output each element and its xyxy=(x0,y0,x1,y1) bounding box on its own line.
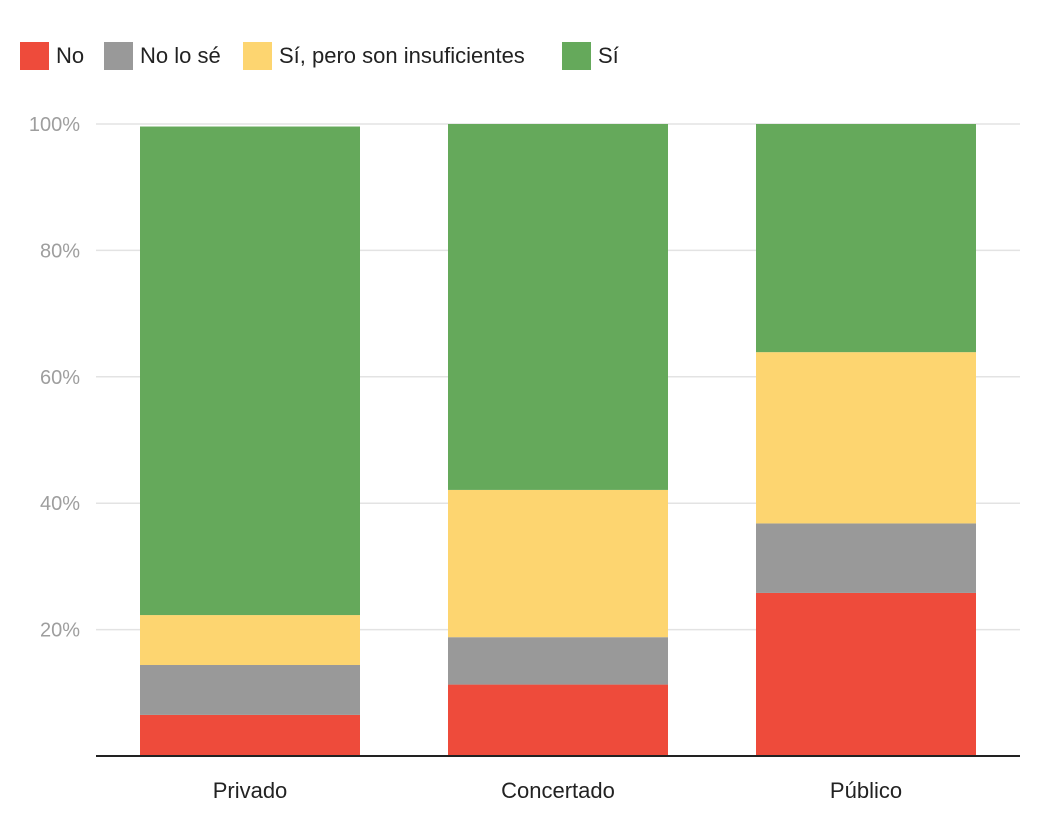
bar-segment-si xyxy=(448,124,668,490)
bar-segment-si xyxy=(140,126,360,616)
legend-item-no-lo-se: No lo sé xyxy=(104,42,221,70)
y-tick-label: 60% xyxy=(40,367,80,389)
legend-item-si-pero-son-insuficientes: Sí, pero son insuficientes xyxy=(243,42,525,70)
bar-stack-concertado xyxy=(448,124,668,756)
legend-swatch xyxy=(562,42,591,70)
x-tick-label-privado: Privado xyxy=(213,778,288,803)
bar-segment-si-pero-son-insuficientes xyxy=(756,352,976,524)
y-tick-label: 80% xyxy=(40,240,80,262)
bar-segment-no-lo-se xyxy=(140,664,360,715)
bar-stack-privado xyxy=(140,126,360,756)
y-tick-label: 20% xyxy=(40,620,80,642)
legend-swatch xyxy=(20,42,49,70)
bar-segment-si-pero-son-insuficientes xyxy=(140,615,360,665)
legend: No No lo sé Sí, pero son insuficientes Sí xyxy=(20,42,619,70)
bar-segment-no xyxy=(756,592,976,756)
y-tick-label: 40% xyxy=(40,493,80,515)
bar-segment-no-lo-se xyxy=(448,637,668,685)
legend-label: No lo sé xyxy=(140,43,221,68)
x-tick-label-concertado: Concertado xyxy=(501,778,615,803)
legend-swatch xyxy=(104,42,133,70)
bar-stack-publico xyxy=(756,124,976,756)
x-axis: Privado Concertado Público xyxy=(96,755,1020,803)
bars xyxy=(140,124,976,756)
bar-segment-si-pero-son-insuficientes xyxy=(448,489,668,638)
legend-item-si: Sí xyxy=(562,42,619,70)
legend-label: Sí xyxy=(598,43,619,68)
bar-segment-no xyxy=(140,714,360,756)
y-tick-label: 100% xyxy=(29,114,80,136)
x-tick-label-publico: Público xyxy=(830,778,902,803)
legend-item-no: No xyxy=(20,42,84,70)
y-axis-ticks: 20% 40% 60% 80% 100% xyxy=(29,114,80,642)
bar-segment-si xyxy=(756,124,976,353)
legend-swatch xyxy=(243,42,272,70)
legend-label: No xyxy=(56,43,84,68)
bar-segment-no-lo-se xyxy=(756,523,976,593)
legend-label: Sí, pero son insuficientes xyxy=(279,43,525,68)
bar-segment-no xyxy=(448,684,668,756)
